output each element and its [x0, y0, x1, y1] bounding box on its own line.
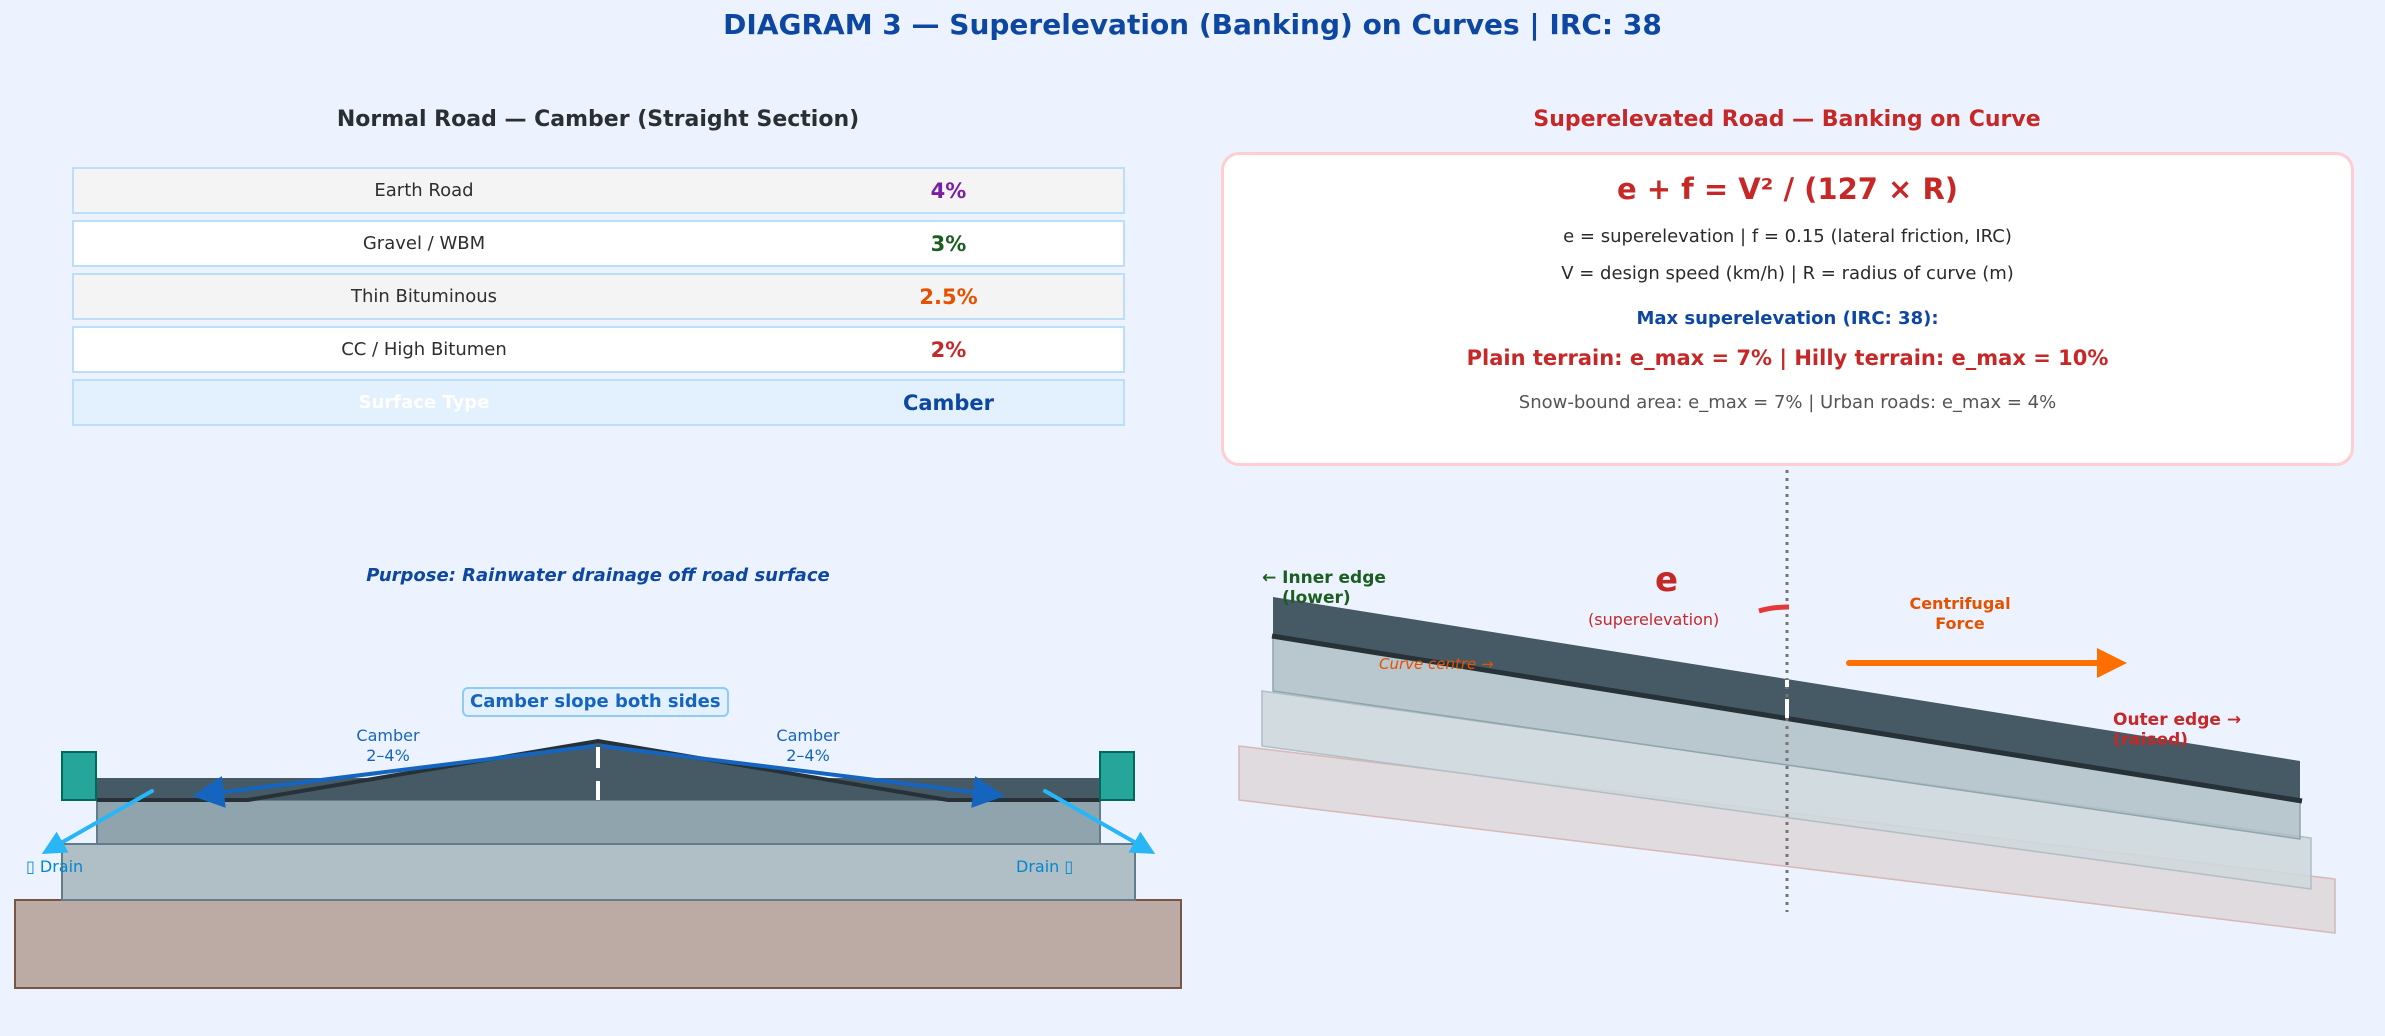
inner-edge-label: ← Inner edge (lower) [1262, 568, 1386, 608]
formula-definition: V = design speed (km/h) | R = radius of … [1561, 263, 2014, 284]
surface-type-cell: Gravel / WBM [362, 233, 486, 254]
curve-centre-label: Curve centre → [1379, 655, 1494, 673]
formula-definition: e = superelevation | f = 0.15 (lateral f… [1563, 226, 2012, 247]
camber-label-left: Camber 2–4% [338, 726, 438, 766]
centrifugal-label-line: Force [1935, 614, 1985, 633]
superelevation-symbol: e [1655, 560, 1679, 600]
drain-arrow-right [1043, 789, 1156, 854]
camber-value-cell: 3% [930, 231, 967, 256]
camber-value-cell: 4% [930, 178, 967, 203]
surface-type-cell: Thin Bituminous [350, 286, 498, 307]
camber-arrow-left [192, 744, 596, 808]
camber-table-row: Thin Bituminous 2.5% [72, 273, 1125, 320]
surface-type-cell: CC / High Bitumen [341, 339, 507, 360]
outer-edge-label: Outer edge → (raised) [2113, 710, 2241, 750]
camber-crown [248, 741, 948, 800]
camber-table-header: Surface Type Camber [72, 379, 1125, 426]
camber-panel-title: Normal Road — Camber (Straight Section) [336, 107, 860, 132]
terrain-emax-values: Plain terrain: e_max = 7% | Hilly terrai… [1466, 346, 2109, 370]
outer-edge-line: Outer edge → [2113, 710, 2242, 730]
superelevation-formula: e + f = V² / (127 × R) [1616, 172, 1959, 206]
drain-arrow-left [41, 789, 154, 854]
right-kerb [1099, 751, 1135, 801]
centrifugal-label-line: Centrifugal [1909, 594, 2011, 613]
camber-table-row: Earth Road 4% [72, 167, 1125, 214]
camber-arrow-right [600, 744, 1005, 808]
inner-edge-line: ← Inner edge [1262, 568, 1386, 588]
camber-table-row: CC / High Bitumen 2% [72, 326, 1125, 373]
camber-value-cell: 2% [930, 337, 967, 362]
sub-base-layer [61, 843, 1136, 901]
camber-header: Camber [902, 390, 995, 415]
camber-label-line: Camber [776, 726, 840, 745]
centrifugal-force-label: Centrifugal Force [1900, 594, 2020, 634]
camber-label-line: 2–4% [786, 746, 830, 765]
camber-value-cell: 2.5% [919, 284, 978, 309]
surface-type-cell: Earth Road [374, 180, 474, 201]
camber-purpose-note: Purpose: Rainwater drainage off road sur… [366, 565, 830, 586]
drain-label-left: ▯ Drain [26, 857, 84, 876]
other-emax-values: Snow-bound area: e_max = 7% | Urban road… [1518, 392, 2057, 413]
camber-label-line: 2–4% [366, 746, 410, 765]
camber-slope-badge: Camber slope both sides [462, 687, 729, 717]
drain-label-right: Drain ▯ [1016, 857, 1074, 876]
camber-label-right: Camber 2–4% [758, 726, 858, 766]
max-superelevation-heading: Max superelevation (IRC: 38): [1636, 308, 1939, 329]
subgrade-layer [14, 899, 1182, 989]
superelevation-caption: (superelevation) [1588, 610, 1720, 629]
formula-box: e + f = V² / (127 × R) e = superelevatio… [1221, 152, 2354, 466]
outer-edge-line: (raised) [2113, 730, 2189, 750]
inner-edge-line: (lower) [1282, 588, 1351, 608]
left-kerb [61, 751, 97, 801]
superelevation-panel-title: Superelevated Road — Banking on Curve [1533, 107, 2041, 132]
camber-label-line: Camber [356, 726, 420, 745]
superelevation-angle-arc [1758, 604, 1790, 614]
diagram-title: DIAGRAM 3 — Superelevation (Banking) on … [723, 8, 1662, 41]
surface-type-header: Surface Type [358, 392, 490, 413]
camber-table-row: Gravel / WBM 3% [72, 220, 1125, 267]
